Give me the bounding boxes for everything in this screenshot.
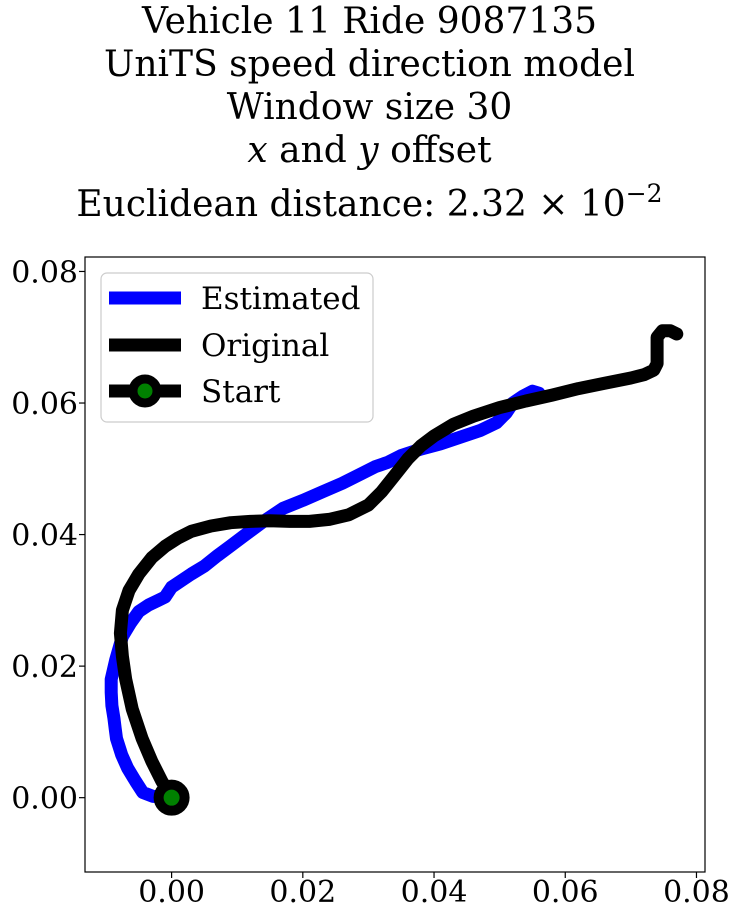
x-tick-label: 0.00 (138, 875, 205, 910)
title-line-model: UniTS speed direction model (104, 44, 635, 85)
x-tick-label: 0.02 (269, 875, 336, 910)
title-offset-suffix: offset (378, 130, 492, 171)
chart-title: Vehicle 11 Ride 9087135 UniTS speed dire… (0, 0, 739, 226)
title-offset-and: and (267, 130, 359, 171)
title-line-distance: Euclidean distance: 2.32 × 10−2 (0, 172, 739, 226)
start-marker (153, 779, 190, 816)
legend-start-marker (128, 374, 162, 408)
y-tick-label: 0.00 (11, 782, 78, 817)
legend-label-estimated: Estimated (201, 281, 360, 317)
y-tick-label: 0.04 (11, 519, 78, 554)
legend-label-start: Start (201, 374, 281, 410)
series-layer (104, 324, 684, 816)
title-line-window: Window size 30 (226, 87, 513, 128)
y-tick-label: 0.08 (11, 255, 78, 290)
title-line-offset: x and y offset (0, 129, 739, 172)
y-tick-label: 0.06 (11, 387, 78, 422)
series-line-estimated (104, 384, 546, 804)
x-tick-label: 0.06 (532, 875, 599, 910)
y-tick-label: 0.02 (11, 650, 78, 685)
series-line-original (113, 324, 684, 805)
x-tick-label: 0.08 (663, 875, 730, 910)
plot-frame (84, 256, 706, 873)
title-distance-prefix: Euclidean distance: 2.32 × 10 (76, 184, 626, 225)
legend: Estimated Original Start (100, 272, 374, 423)
title-distance-exponent: −2 (625, 179, 663, 208)
y-axis: 0.00 0.02 0.04 0.06 0.08 (11, 255, 85, 817)
legend-label-original: Original (201, 328, 329, 364)
x-axis: 0.00 0.02 0.04 0.06 0.08 (138, 872, 730, 910)
title-offset-y: y (358, 130, 379, 171)
x-tick-label: 0.04 (401, 875, 468, 910)
title-offset-x: x (247, 130, 268, 171)
title-line-vehicle: Vehicle 11 Ride 9087135 (141, 1, 598, 42)
